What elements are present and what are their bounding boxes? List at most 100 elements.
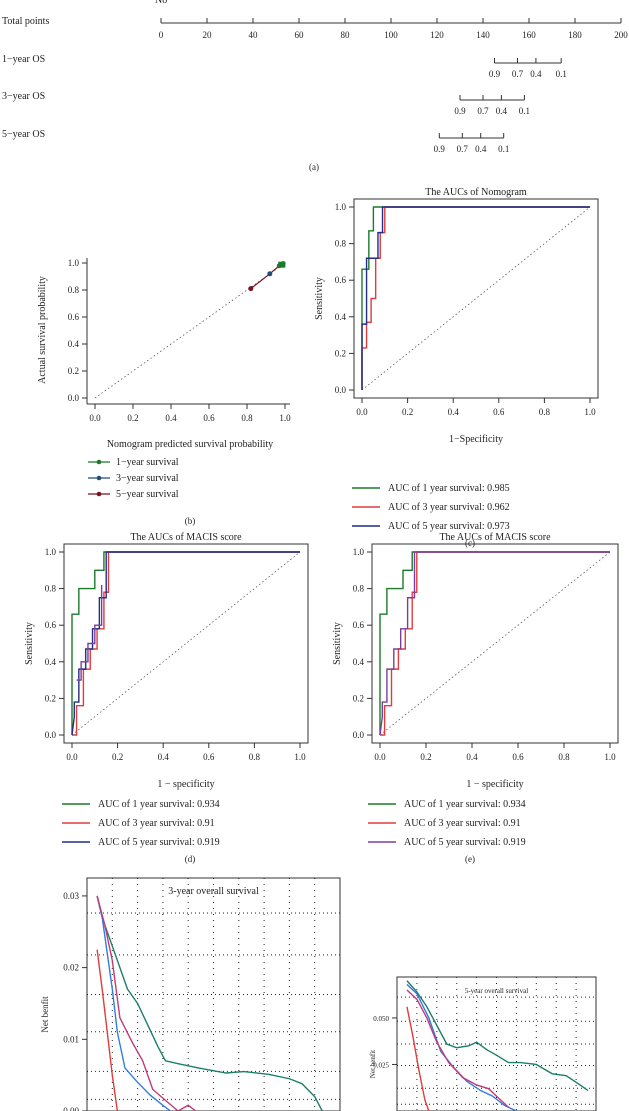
roc-curve xyxy=(71,551,300,735)
decision-title: 3-year overall survival xyxy=(168,886,259,897)
calibration-x-tick-label: 0.8 xyxy=(241,413,253,423)
calibration-legend-label: 3−year survival xyxy=(116,473,179,484)
calibration-marker xyxy=(278,261,286,268)
roc-legend-label: AUC of 5 year survival: 0.973 xyxy=(388,521,510,532)
roc-x-tick-label: 0.8 xyxy=(539,407,551,417)
roc-x-tick-label: 1.0 xyxy=(294,752,306,762)
decision-y-tick-label: 0.050 xyxy=(373,1015,389,1023)
roc-curve xyxy=(379,551,610,735)
calibration-line xyxy=(250,265,280,290)
calibration-x-tick-label: 0.0 xyxy=(89,413,101,423)
decision-y-tick-label: 0.03 xyxy=(63,891,79,901)
roc-legend-label: AUC of 1 year survival: 0.934 xyxy=(98,799,220,810)
roc-ylabel: Sensitivity xyxy=(332,622,343,665)
total-points-tick-label: 60 xyxy=(295,30,305,40)
nomogram-row-label: 1−year OS xyxy=(2,54,45,65)
os-scale-tick-label: 0.9 xyxy=(434,144,446,154)
decision-ylabel: Net benfit xyxy=(369,1050,377,1078)
calibration-x-tick-label: 0.4 xyxy=(165,413,177,423)
roc-x-tick-label: 0.6 xyxy=(512,752,524,762)
total-points-tick-label: 180 xyxy=(568,30,582,40)
calibration-y-tick-label: 0.0 xyxy=(68,393,80,403)
roc-legend-label: AUC of 3 year survival: 0.962 xyxy=(388,502,510,513)
decision-curve xyxy=(96,895,197,1111)
roc-y-tick-label: 0.2 xyxy=(45,693,56,703)
decision-y-tick-label: 0.01 xyxy=(63,1034,79,1044)
roc-title: The AUCs of MACIS score xyxy=(439,532,551,543)
panel-label-d: (d) xyxy=(185,854,196,864)
calibration-ylabel: Actual survival probability xyxy=(37,276,48,384)
panel-label-a: (a) xyxy=(309,162,319,172)
calibration-legend-dot xyxy=(96,491,102,497)
roc-x-tick-label: 0.2 xyxy=(420,752,431,762)
roc-title: The AUCs of Nomogram xyxy=(425,187,527,198)
roc-legend-label: AUC of 3 year survival: 0.91 xyxy=(404,818,521,829)
decision-curve xyxy=(96,895,171,1111)
calibration-legend-dot xyxy=(96,475,102,481)
roc-diagonal xyxy=(71,551,301,736)
calibration-point xyxy=(248,286,254,292)
total-points-tick-label: 0 xyxy=(159,30,164,40)
roc-x-tick-label: 0.4 xyxy=(158,752,170,762)
roc-y-tick-label: 0.0 xyxy=(353,730,365,740)
decision-curve xyxy=(406,980,589,1092)
calibration-point xyxy=(267,271,273,277)
decision-y-tick-label: 0.00 xyxy=(63,1106,79,1111)
roc-x-tick-label: 0.2 xyxy=(402,407,413,417)
roc-x-tick-label: 0.0 xyxy=(356,407,368,417)
calibration-x-tick-label: 1.0 xyxy=(279,413,291,423)
roc-y-tick-label: 0.0 xyxy=(335,385,347,395)
roc-legend-label: AUC of 1 year survival: 0.934 xyxy=(404,799,526,810)
roc-x-tick-label: 1.0 xyxy=(604,752,616,762)
decision-y-tick-label: 0.02 xyxy=(63,963,79,973)
roc-legend-label: AUC of 3 year survival: 0.91 xyxy=(98,818,215,829)
roc-curve xyxy=(361,206,590,390)
panel-label-b: (b) xyxy=(185,516,196,526)
os-scale-tick-label: 0.9 xyxy=(454,106,466,116)
decision-curve xyxy=(406,1006,430,1111)
roc-x-tick-label: 0.4 xyxy=(466,752,478,762)
roc-y-tick-label: 0.4 xyxy=(335,312,347,322)
decision-curve xyxy=(96,949,119,1111)
total-points-tick-label: 100 xyxy=(384,30,398,40)
roc-curve xyxy=(361,206,590,390)
calibration-y-tick-label: 1.0 xyxy=(68,258,80,268)
roc-legend-label: AUC of 5 year survival: 0.919 xyxy=(404,837,526,848)
roc-legend-label: AUC of 1 year survival: 0.985 xyxy=(388,483,510,494)
calibration-y-tick-label: 0.6 xyxy=(68,312,80,322)
roc-x-tick-label: 0.2 xyxy=(112,752,123,762)
os-scale-tick-label: 0.7 xyxy=(457,144,469,154)
roc-y-tick-label: 1.0 xyxy=(353,547,365,557)
os-scale-tick-label: 0.7 xyxy=(477,106,489,116)
roc-y-tick-label: 0.8 xyxy=(45,584,57,594)
os-scale-tick-label: 0.9 xyxy=(489,69,501,79)
os-scale-tick-label: 0.1 xyxy=(556,69,567,79)
roc-y-tick-label: 0.8 xyxy=(353,584,365,594)
roc-y-tick-label: 0.8 xyxy=(335,239,347,249)
roc-plot-frame xyxy=(353,198,599,399)
roc-y-tick-label: 1.0 xyxy=(45,547,57,557)
roc-plot-frame xyxy=(63,543,309,744)
roc-y-tick-label: 1.0 xyxy=(335,202,347,212)
roc-curve xyxy=(380,551,610,736)
roc-y-tick-label: 0.6 xyxy=(45,620,57,630)
roc-curve xyxy=(71,551,300,736)
decision-y-tick-label: 0.025 xyxy=(373,1061,389,1069)
nomogram-row-label: Total points xyxy=(2,16,49,27)
os-scale-tick-label: 0.4 xyxy=(530,69,542,79)
roc-y-tick-label: 0.6 xyxy=(335,275,347,285)
roc-y-tick-label: 0.0 xyxy=(45,730,57,740)
calibration-diagonal xyxy=(94,262,286,399)
nomogram-row-fragment: No xyxy=(155,0,167,6)
total-points-tick-label: 20 xyxy=(203,30,213,40)
roc-diagonal xyxy=(361,206,591,391)
roc-xlabel: 1 − specificity xyxy=(157,779,214,790)
os-scale-tick-label: 0.4 xyxy=(496,106,508,116)
calibration-legend-label: 1−year survival xyxy=(116,457,179,468)
nomogram-row-label: 5−year OS xyxy=(2,129,45,140)
roc-y-tick-label: 0.2 xyxy=(353,693,364,703)
total-points-tick-label: 200 xyxy=(614,30,628,40)
roc-x-tick-label: 0.0 xyxy=(374,752,386,762)
total-points-tick-label: 160 xyxy=(522,30,536,40)
